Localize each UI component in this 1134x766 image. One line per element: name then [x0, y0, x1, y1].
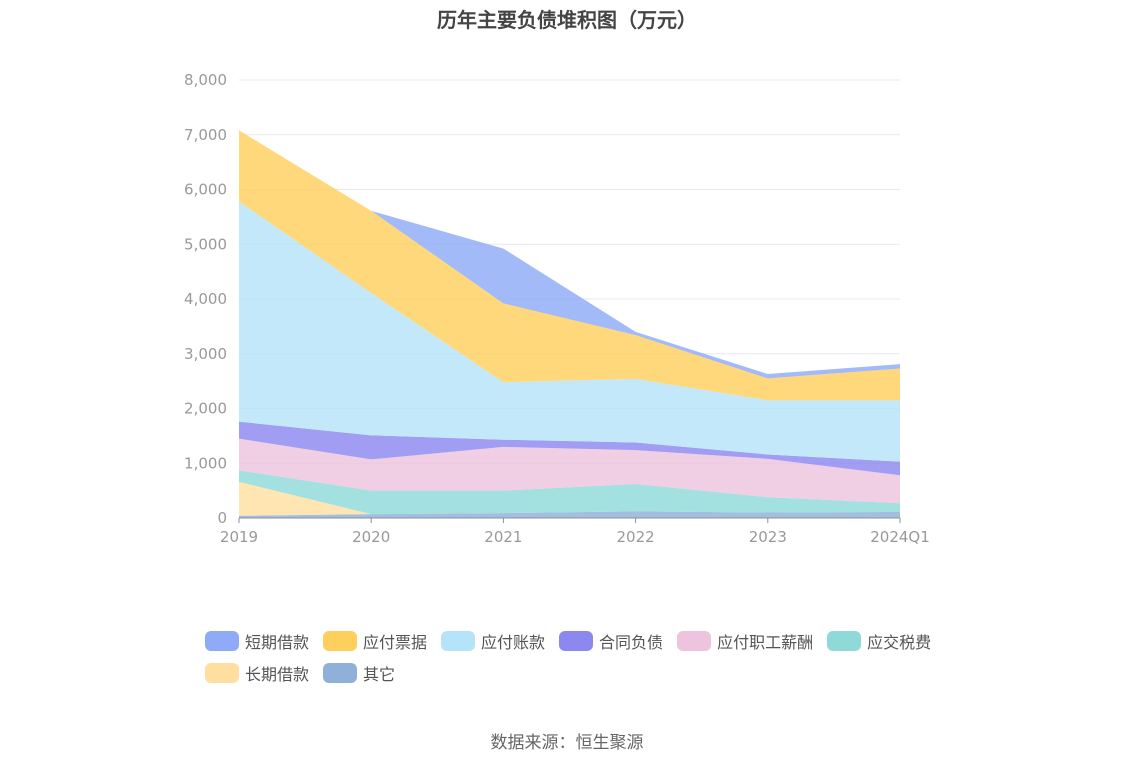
area-series-长期借款[interactable] [239, 481, 900, 516]
y-tick-label: 7,000 [184, 126, 227, 144]
legend-label: 长期借款 [245, 665, 310, 684]
y-tick-label: 2,000 [184, 400, 227, 418]
y-tick-label: 3,000 [184, 345, 227, 363]
legend-swatch [323, 631, 358, 651]
legend-item[interactable]: 其它 [323, 662, 395, 684]
legend-swatch [323, 663, 358, 683]
area-series-应付账款[interactable] [239, 201, 900, 462]
legend-swatch [677, 631, 712, 651]
y-tick-label: 8,000 [184, 71, 227, 89]
legend-item[interactable]: 应付账款 [441, 630, 545, 652]
legend-item[interactable]: 应付票据 [323, 630, 427, 652]
area-series-合同负债[interactable] [239, 421, 900, 476]
legend-label: 合同负债 [599, 633, 664, 652]
legend-label: 应付职工薪酬 [717, 633, 814, 652]
legend-item[interactable]: 合同负债 [559, 630, 663, 652]
legend-item[interactable]: 短期借款 [205, 630, 309, 652]
y-tick-label: 4,000 [184, 290, 227, 308]
legend-label: 应交税费 [867, 633, 932, 652]
legend: 短期借款 应付票据 应付账款 合同负债 应付职工薪酬 应交税费长期借款 其它 [205, 630, 965, 694]
legend-swatch [205, 663, 239, 683]
x-tick-label: 2023 [749, 528, 787, 546]
legend-label: 其它 [363, 665, 396, 684]
legend-item[interactable]: 长期借款 [205, 662, 309, 684]
x-tick-label: 2019 [220, 528, 258, 546]
x-tick-label: 2024Q1 [870, 528, 930, 546]
x-tick-label: 2020 [352, 528, 390, 546]
legend-item[interactable]: 应付职工薪酬 [677, 630, 813, 652]
legend-swatch [441, 631, 476, 651]
legend-swatch [559, 631, 594, 651]
area-series-应付票据[interactable] [239, 130, 900, 401]
area-series-其它[interactable] [239, 511, 900, 518]
axes: 0 1,000 2,000 3,000 4,000 5,000 6,000 7,000 8,00… [184, 71, 930, 546]
stacked-area-chart: 0 1,000 2,000 3,000 4,000 5,000 6,000 7,000 8,00… [184, 71, 930, 546]
y-tick-label: 5,000 [184, 235, 227, 253]
area-series-layer [239, 130, 900, 518]
area-series-应交税费[interactable] [239, 470, 900, 515]
x-tick-label: 2022 [617, 528, 655, 546]
source-note: 数据来源：恒生聚源 [490, 733, 644, 753]
chart-title: 历年主要负债堆积图（万元） [437, 8, 697, 32]
legend-swatch [205, 631, 239, 651]
legend-label: 应付票据 [363, 633, 428, 652]
legend-item[interactable]: 应交税费 [827, 630, 931, 652]
legend-label: 短期借款 [245, 633, 310, 652]
legend-label: 应付账款 [481, 633, 546, 652]
legend-swatch [827, 631, 862, 651]
y-tick-label: 0 [217, 509, 227, 527]
y-tick-label: 1,000 [184, 454, 227, 472]
y-tick-label: 6,000 [184, 181, 227, 199]
x-tick-label: 2021 [484, 528, 522, 546]
area-series-应付职工薪酬[interactable] [239, 438, 900, 504]
